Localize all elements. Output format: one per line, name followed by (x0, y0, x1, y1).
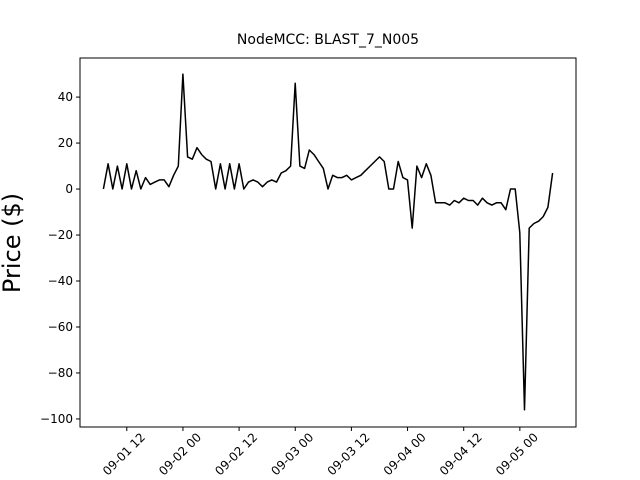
x-tick-label: 09-02 12 (212, 430, 260, 478)
y-axis-label: Price ($) (0, 193, 26, 293)
x-tick-label: 09-04 00 (381, 430, 429, 478)
y-tick-label: −20 (48, 228, 73, 242)
y-tick-label: 20 (58, 136, 73, 150)
price-line (102, 73, 554, 411)
y-tick-label: 40 (58, 90, 73, 104)
chart-title: NodeMCC: BLAST_7_N005 (237, 32, 419, 48)
x-tick-label: 09-03 12 (325, 430, 373, 478)
x-tick-label: 09-05 00 (493, 430, 541, 478)
y-tick-label: −40 (48, 274, 73, 288)
plot-frame (79, 57, 577, 428)
x-tick-label: 09-02 00 (156, 430, 204, 478)
y-tick-label: −60 (48, 320, 73, 334)
x-tick-label: 09-04 12 (437, 430, 485, 478)
y-tick-label: −100 (40, 412, 73, 426)
x-tick-label: 09-01 12 (100, 430, 148, 478)
x-tick-label: 09-03 00 (268, 430, 316, 478)
y-tick-label: −80 (48, 366, 73, 380)
y-tick-label: 0 (65, 182, 73, 196)
